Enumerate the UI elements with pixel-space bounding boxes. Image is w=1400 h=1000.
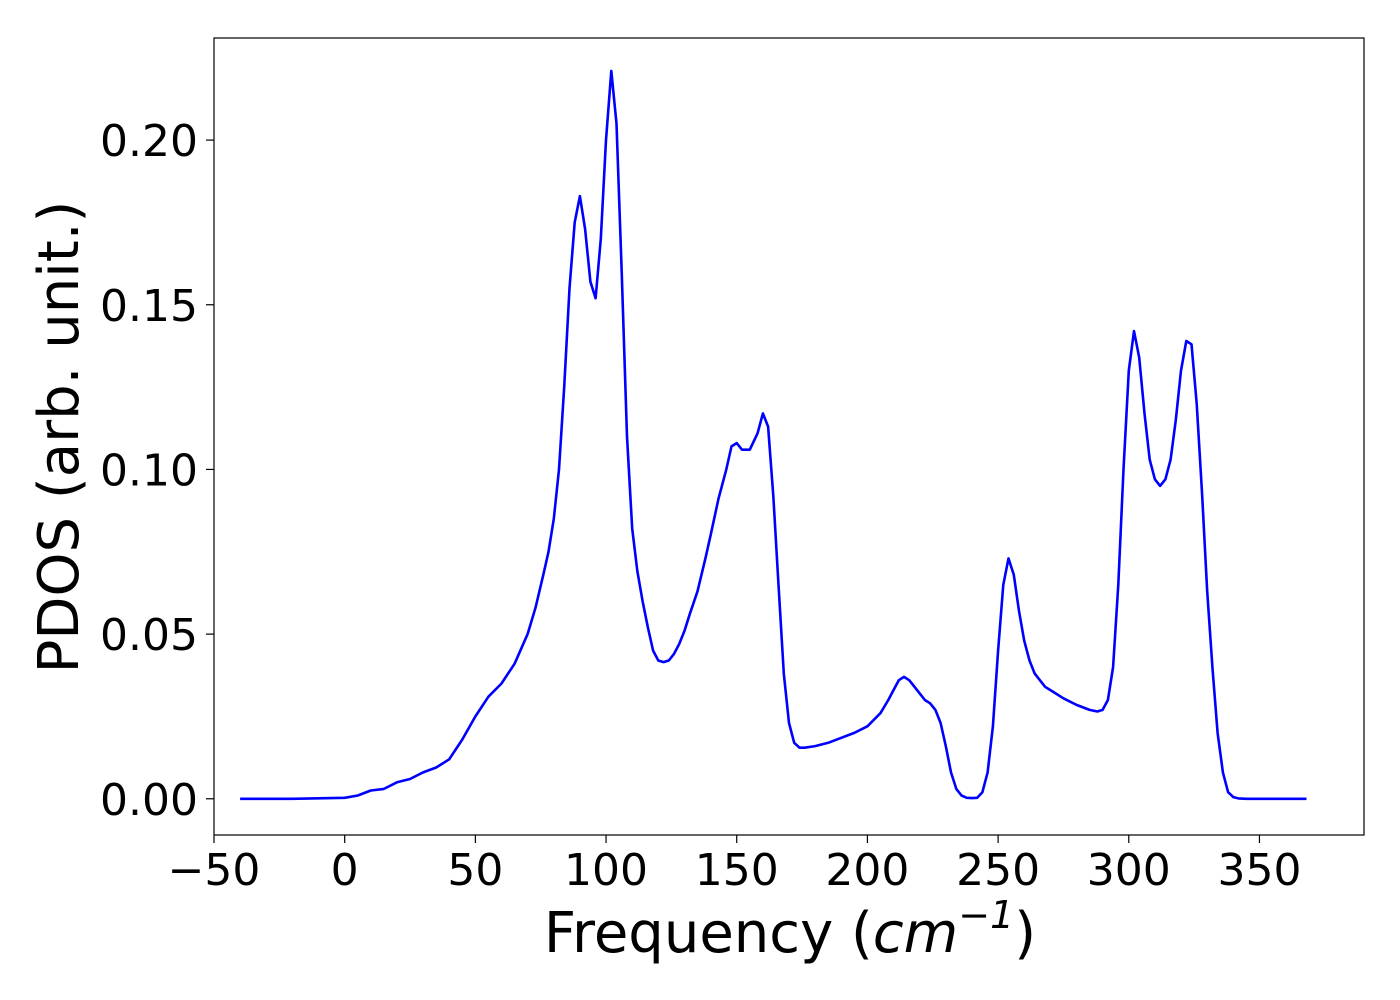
x-tick-label: −50	[168, 845, 261, 896]
x-ticks: −50 0 50 100 150 200 250 300 350	[168, 835, 1301, 896]
y-tick-label: 0.20	[100, 116, 198, 167]
x-tick-label: 50	[447, 845, 503, 896]
y-tick-label: 0.05	[100, 610, 198, 661]
x-axis-label: Frequency (cm−1)	[544, 893, 1036, 966]
x-axis-label-unit: cm	[873, 901, 958, 966]
x-tick-label: 200	[825, 845, 909, 896]
plot-frame	[213, 37, 1365, 836]
y-tick-label: 0.00	[100, 775, 198, 826]
x-tick-label: 150	[695, 845, 779, 896]
x-tick-label: 100	[564, 845, 648, 896]
x-tick-label: 250	[956, 845, 1040, 896]
y-tick-label: 0.10	[100, 445, 198, 496]
x-tick-label: 350	[1217, 845, 1301, 896]
y-tick-label: 0.15	[100, 281, 198, 332]
x-tick-label: 0	[331, 845, 359, 896]
y-axis-label: PDOS (arb. unit.)	[27, 201, 92, 674]
x-axis-label-prefix: Frequency (	[544, 901, 873, 966]
pdos-series-line	[240, 69, 1307, 801]
x-axis-label-suffix: )	[1014, 901, 1036, 966]
x-tick-label: 300	[1087, 845, 1171, 896]
x-axis-label-exponent: −1	[958, 893, 1014, 937]
y-ticks: 0.00 0.05 0.10 0.15 0.20	[100, 116, 214, 826]
